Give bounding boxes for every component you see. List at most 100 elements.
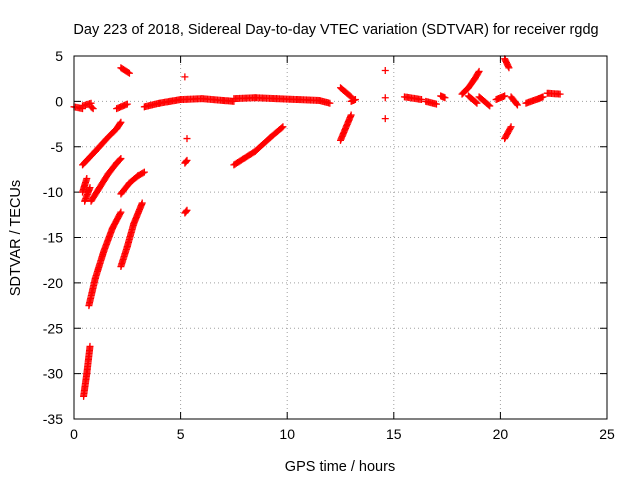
data-point [539,93,547,101]
data-point [475,67,483,75]
y-tick-label: -20 [43,275,63,291]
data-point [116,209,124,217]
data-segment [177,95,238,105]
grid-layer [74,56,607,419]
data-segment [181,156,191,167]
plot-frame [73,55,608,420]
data-segment [501,123,515,143]
data-point [88,104,96,112]
x-tick-label: 5 [177,426,185,442]
data-point [124,68,132,76]
data-point [505,64,513,72]
y-tick-label: -10 [43,184,63,200]
data-point [381,94,389,102]
data-point [86,342,94,350]
data-segment [85,208,125,310]
data-point [381,67,389,75]
data-point [326,99,334,107]
data-segment [80,342,94,400]
data-point [418,96,426,104]
y-axis-label: SDTVAR / TECUs [8,180,24,296]
data-segment [117,168,148,198]
data-segment [381,115,389,123]
data-point [441,94,449,102]
data-segment [79,118,125,169]
data-segment [381,94,389,102]
data-segment [400,93,426,104]
y-tick-label: -35 [43,411,63,427]
data-segment [475,93,494,110]
data-segment [381,67,389,75]
data-segment [117,64,133,77]
data-point [473,99,481,107]
data-point [116,119,124,127]
x-tick-label: 15 [386,426,402,442]
y-tick-label: 5 [55,48,63,64]
y-tick-label: -5 [51,139,64,155]
data-point [351,96,359,104]
data-point [485,101,493,109]
data-point [182,207,190,215]
y-tick-label: -30 [43,366,63,382]
data-point [506,124,514,132]
data-point [83,175,91,183]
data-point [125,69,133,77]
data-segment [522,93,547,107]
data-segment [87,155,125,205]
x-tick-label: 10 [279,426,295,442]
data-segment [464,92,481,107]
data-point [139,169,147,177]
data-segment [230,94,334,107]
y-tick-label: -15 [43,230,63,246]
data-point [183,156,191,164]
data-segment [117,199,146,271]
data-point [556,90,564,98]
data-segment [79,175,91,196]
data-segment [458,67,483,98]
data-point [117,155,125,163]
data-segment [183,135,191,143]
data-point [347,111,355,119]
x-tick-label: 20 [493,426,509,442]
data-segment [181,206,191,217]
data-point [486,102,494,110]
data-point [89,105,97,113]
y-tick-label: 0 [55,93,63,109]
data-point [381,115,389,123]
data-point [183,135,191,143]
data-point [279,123,287,131]
data-segment [492,92,509,104]
data-segment [507,93,521,109]
data-point [278,124,286,132]
data-point [116,155,124,163]
data-point [86,184,94,192]
chart-title: Day 223 of 2018, Sidereal Day-to-day VTE… [73,22,598,38]
data-segment [422,97,440,108]
data-segment [501,55,513,72]
data-point [346,92,354,100]
data-point [513,100,521,108]
data-segment [543,89,564,98]
data-segment [337,84,355,101]
data-point [123,100,131,108]
data-point [501,92,509,100]
data-segment [347,96,359,105]
data-segment [437,92,449,102]
data-point [140,168,148,176]
data-segment [337,111,355,144]
data-point [182,157,190,165]
data-points-layer [70,55,564,400]
data-point [474,69,482,77]
x-axis-label: GPS time / hours [285,459,395,475]
data-point [513,101,521,109]
data-segment [181,73,189,81]
data-segment [140,96,185,111]
data-segment [113,100,131,113]
data-segment [87,103,97,113]
data-point [183,206,191,214]
x-tick-label: 25 [599,426,615,442]
y-tick-label: -25 [43,320,63,336]
x-tick-label: 0 [70,426,78,442]
